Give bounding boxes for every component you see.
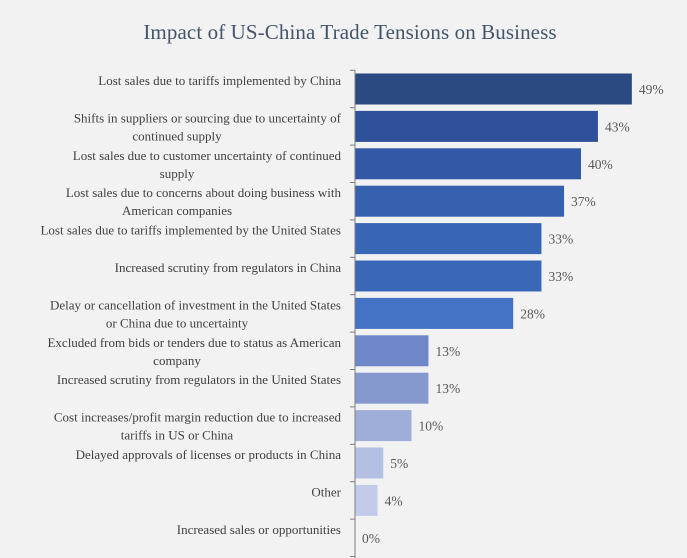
data-label: 37% [571, 194, 596, 209]
bar [355, 185, 565, 217]
bar [355, 223, 542, 255]
category-label: Increased sales or opportunities [177, 522, 341, 537]
data-label: 5% [390, 456, 408, 471]
category-label: Increased scrutiny from regulators in th… [57, 372, 341, 387]
category-label: Lost sales due to customer uncertainty o… [73, 148, 342, 181]
bar [355, 410, 412, 442]
bar [355, 260, 542, 292]
category-label: Other [311, 484, 341, 499]
data-label: 0% [362, 531, 380, 546]
category-label: Excluded from bids or tenders due to sta… [47, 335, 341, 368]
data-label: 40% [588, 157, 613, 172]
bar [355, 110, 598, 142]
bar [355, 447, 384, 479]
data-label: 49% [639, 82, 664, 97]
category-label: Lost sales due to tariffs implemented by… [40, 223, 341, 238]
data-label: 28% [520, 306, 545, 321]
bar [355, 335, 429, 367]
data-label: 4% [385, 493, 403, 508]
category-label: Increased scrutiny from regulators in Ch… [115, 260, 342, 275]
category-label: Shifts in suppliers or sourcing due to u… [74, 110, 342, 143]
data-label: 10% [419, 419, 444, 434]
category-label: Delay or cancellation of investment in t… [50, 297, 341, 330]
data-label: 13% [435, 381, 460, 396]
bar [355, 73, 632, 105]
category-label: Lost sales due to tariffs implemented by… [98, 73, 341, 88]
bar [355, 297, 514, 329]
category-label: Delayed approvals of licenses or product… [76, 447, 342, 462]
chart-title: Impact of US-China Trade Tensions on Bus… [143, 20, 557, 44]
bar [355, 484, 378, 516]
data-label: 33% [548, 269, 573, 284]
category-label: Cost increases/profit margin reduction d… [54, 410, 342, 443]
bar [355, 148, 581, 180]
data-label: 43% [605, 119, 630, 134]
bar [355, 372, 429, 404]
category-label: Lost sales due to concerns about doing b… [66, 185, 342, 218]
data-label: 13% [435, 344, 460, 359]
data-label: 33% [548, 232, 573, 247]
